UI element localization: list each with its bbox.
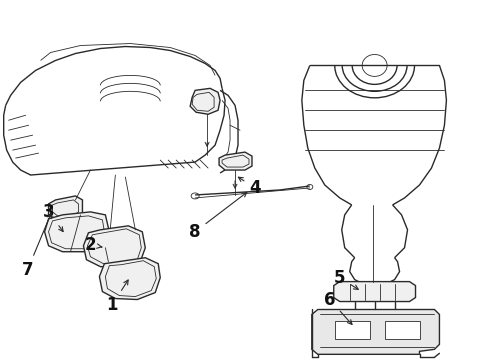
- Text: 7: 7: [22, 213, 51, 279]
- Polygon shape: [312, 310, 440, 354]
- Polygon shape: [190, 88, 220, 114]
- Text: 1: 1: [107, 280, 128, 314]
- Polygon shape: [49, 196, 82, 219]
- Polygon shape: [219, 152, 252, 170]
- Polygon shape: [83, 226, 145, 268]
- Text: 5: 5: [334, 269, 358, 289]
- Text: 8: 8: [190, 192, 247, 241]
- Polygon shape: [334, 282, 416, 302]
- Polygon shape: [45, 212, 108, 252]
- Text: 2: 2: [85, 236, 102, 254]
- Text: 6: 6: [324, 291, 352, 324]
- Polygon shape: [335, 321, 369, 339]
- Polygon shape: [99, 258, 160, 300]
- Polygon shape: [385, 321, 419, 339]
- Text: 4: 4: [239, 177, 261, 197]
- Text: 3: 3: [43, 203, 63, 231]
